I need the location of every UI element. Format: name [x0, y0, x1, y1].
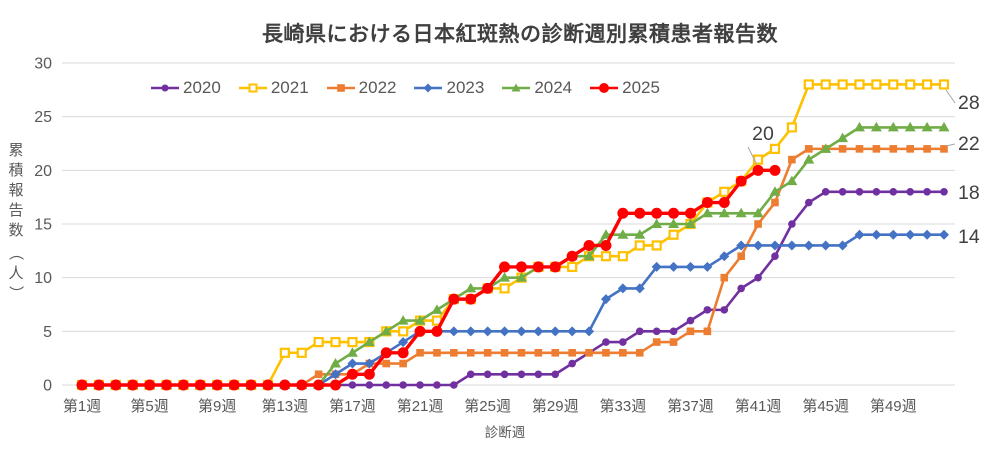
x-axis-title: 診断週 — [485, 425, 526, 440]
legend-item-2022: 2022 — [326, 78, 397, 98]
legend-marker-2021 — [238, 83, 267, 93]
legend-marker-2024 — [502, 83, 531, 92]
svg-text:第5週: 第5週 — [130, 397, 168, 415]
legend-item-2021: 2021 — [238, 78, 309, 98]
svg-text:第41週: 第41週 — [735, 397, 782, 415]
svg-text:第33週: 第33週 — [600, 397, 647, 415]
svg-text:第9週: 第9週 — [198, 397, 236, 415]
legend-marker-2022 — [326, 84, 355, 92]
svg-text:第17週: 第17週 — [329, 397, 376, 415]
end-label-2022: 22 — [945, 133, 980, 155]
svg-text:数: 数 — [8, 222, 23, 239]
legend-item-2023: 2023 — [413, 78, 484, 98]
svg-text:14: 14 — [958, 226, 980, 248]
svg-text:第13週: 第13週 — [261, 397, 308, 415]
chart-title: 長崎県における日本紅斑熱の診断週別累積患者報告数 — [262, 23, 778, 46]
x-axis-ticks: 第1週 第5週 第9週 第13週 第17週 第21週 第25週 第29週 第33週 第37週 第41… — [63, 397, 917, 415]
svg-text:報: 報 — [8, 182, 23, 199]
gridlines — [62, 62, 955, 386]
svg-text:15: 15 — [34, 217, 52, 234]
svg-text:5: 5 — [43, 324, 52, 341]
svg-text:（: （ — [7, 245, 24, 260]
legend-marker-2023 — [414, 83, 443, 93]
end-label-2021: 28 — [945, 89, 980, 114]
svg-text:20: 20 — [34, 163, 52, 180]
svg-text:第29週: 第29週 — [532, 397, 579, 415]
svg-text:30: 30 — [34, 56, 52, 73]
legend-item-2020: 2020 — [150, 78, 221, 98]
svg-text:10: 10 — [34, 270, 52, 287]
legend-label-2025: 2025 — [622, 78, 660, 97]
legend-marker-2020 — [151, 84, 179, 92]
series-2021 — [76, 79, 950, 391]
svg-text:22: 22 — [958, 133, 980, 155]
svg-text:第25週: 第25週 — [464, 397, 511, 415]
svg-text:18: 18 — [958, 182, 980, 204]
annotation-2025: 20 — [747, 123, 774, 166]
legend-label-2020: 2020 — [183, 78, 221, 97]
svg-text:第49週: 第49週 — [870, 397, 917, 415]
legend-item-2025: 2025 — [589, 78, 660, 98]
series-2025 — [76, 164, 781, 391]
svg-text:診断週: 診断週 — [485, 425, 526, 440]
y-axis-ticks: 0 5 10 15 20 25 30 — [34, 56, 52, 395]
legend-label-2022: 2022 — [358, 78, 397, 97]
svg-text:第1週: 第1週 — [63, 397, 101, 415]
svg-text:人: 人 — [8, 265, 23, 282]
legend-label-2023: 2023 — [446, 78, 485, 97]
svg-text:25: 25 — [34, 109, 52, 126]
svg-text:第37週: 第37週 — [667, 397, 714, 415]
legend: 2020 2021 2022 2023 2024 2025 — [150, 78, 660, 98]
svg-text:0: 0 — [43, 378, 52, 395]
legend-label-2021: 2021 — [270, 78, 309, 97]
svg-text:第45週: 第45週 — [802, 397, 849, 415]
end-label-2020: 18 — [958, 182, 980, 204]
series-2024 — [76, 121, 950, 389]
legend-label-2024: 2024 — [534, 78, 573, 97]
svg-text:20: 20 — [752, 123, 774, 145]
svg-text:累: 累 — [8, 142, 23, 159]
end-label-2023: 14 — [958, 226, 980, 248]
legend-marker-2025 — [590, 83, 619, 93]
svg-text:告: 告 — [8, 202, 23, 219]
svg-text:）: ） — [7, 285, 24, 300]
series-2023 — [77, 229, 950, 390]
svg-text:第21週: 第21週 — [397, 397, 444, 415]
svg-text:28: 28 — [958, 92, 980, 114]
svg-text:積: 積 — [8, 162, 23, 179]
series-2020 — [78, 188, 948, 389]
legend-item-2024: 2024 — [501, 78, 572, 98]
